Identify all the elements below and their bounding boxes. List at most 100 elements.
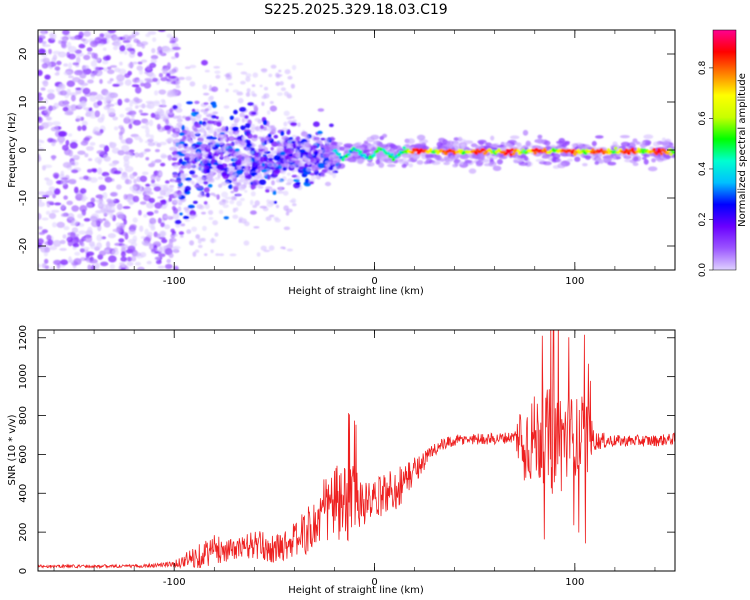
spectrogram-cell xyxy=(48,48,52,55)
spectrogram-cell xyxy=(198,191,203,198)
spectrogram-cell xyxy=(267,174,271,180)
spectrogram-cell xyxy=(68,133,73,137)
spectrogram-cell xyxy=(189,155,195,161)
spectrogram-cell xyxy=(485,142,492,146)
spectrogram-cell xyxy=(353,142,361,147)
spectrogram-cell xyxy=(287,75,293,80)
spectrogram-cell xyxy=(44,98,49,104)
spectrogram-cell xyxy=(652,141,660,147)
spectrogram-cell xyxy=(38,107,43,111)
spectrogram-cell xyxy=(148,197,155,204)
spectrogram-cell xyxy=(189,240,195,246)
spectrogram-cell xyxy=(172,46,181,51)
y-tick-label: 1000 xyxy=(18,364,29,389)
spectrogram-cell xyxy=(103,99,109,105)
spectrogram-cell xyxy=(228,130,234,136)
spectrogram-cell xyxy=(120,251,126,258)
spectrogram-cell xyxy=(317,162,325,169)
spectrogram-cell xyxy=(470,143,478,148)
spectrogram-cell xyxy=(41,217,49,221)
spectrogram-cell xyxy=(227,148,233,153)
spectrogram-cell xyxy=(43,164,53,169)
spectrogram-cell xyxy=(140,112,149,116)
spectrogram-cell xyxy=(149,73,156,79)
spectrogram-cell xyxy=(286,143,291,149)
spectrogram-cell xyxy=(184,66,191,70)
spectrogram-cell xyxy=(147,231,153,238)
spectrogram-cell xyxy=(137,51,143,57)
spectrogram-cell xyxy=(255,184,261,188)
spectrogram-cell xyxy=(89,177,98,183)
spectrogram-cell xyxy=(204,139,212,144)
spectrogram-cell xyxy=(102,55,111,61)
spectrogram-cell xyxy=(390,148,395,153)
spectrogram-cell xyxy=(240,125,246,131)
spectrogram-cell xyxy=(591,140,597,147)
y-tick-label: 1200 xyxy=(18,325,29,350)
x-tick-label: -100 xyxy=(163,276,186,287)
spectrogram-cell xyxy=(129,173,135,180)
spectrogram-cell xyxy=(194,152,201,157)
spectrogram-cell xyxy=(217,173,221,179)
spectrogram-cell xyxy=(276,177,281,181)
spectrogram-cell xyxy=(107,69,115,75)
spectrogram-cell xyxy=(130,113,135,118)
spectrogram-cell xyxy=(134,152,139,158)
spectrogram-cell xyxy=(561,142,568,148)
spectrogram-cell xyxy=(103,105,110,110)
spectrogram-cell xyxy=(250,111,257,115)
y-tick-label: 0 xyxy=(18,568,29,574)
spectrogram-cell xyxy=(168,185,175,188)
spectrogram-cell xyxy=(223,105,230,109)
spectrogram-cell xyxy=(160,199,167,205)
spectrogram-cell xyxy=(150,112,156,118)
spectrogram-cell xyxy=(524,156,529,161)
spectrogram-cell xyxy=(98,184,107,191)
spectrogram-cell xyxy=(160,231,166,237)
spectrogram-cell xyxy=(86,251,95,257)
spectrogram-cell xyxy=(176,117,183,123)
spectrogram-cell xyxy=(125,137,133,144)
spectrogram-cell xyxy=(236,62,244,66)
spectrogram-cell xyxy=(168,197,172,202)
spectrogram-cell xyxy=(353,153,360,158)
spectrogram-cell xyxy=(172,164,179,169)
spectrogram-cell xyxy=(123,159,130,166)
spectrogram-cell xyxy=(128,201,134,206)
spectrogram-cell xyxy=(229,199,235,205)
spectrogram-cell xyxy=(272,190,277,195)
spectrogram-cell xyxy=(304,142,311,148)
spectrogram-cell xyxy=(292,119,297,123)
spectrogram-cell xyxy=(373,140,380,145)
spectrogram-cell xyxy=(283,121,288,127)
spectrogram-cell xyxy=(201,59,208,66)
spectrogram-cell xyxy=(63,63,69,67)
spectrogram-cell xyxy=(99,79,103,84)
spectrogram-cell xyxy=(207,183,213,188)
spectrogram-cell xyxy=(124,179,132,185)
spectrogram-cell xyxy=(223,158,229,162)
spectrogram-cell xyxy=(275,72,280,78)
spectrogram-cell xyxy=(233,155,237,161)
spectrogram-cell xyxy=(328,144,338,148)
spectrogram-cell xyxy=(202,225,207,231)
spectrogram-cell xyxy=(401,163,407,168)
spectrogram-cell xyxy=(270,125,276,130)
spectrogram-cell xyxy=(413,143,424,149)
spectrogram-cell xyxy=(178,153,186,157)
spectrogram-cell xyxy=(239,178,245,183)
spectrogram-cell xyxy=(83,137,91,142)
spectrogram-cell xyxy=(141,59,148,63)
spectrogram-cell xyxy=(319,159,324,164)
spectrogram-cell xyxy=(195,234,200,240)
spectrogram-cell xyxy=(54,202,62,206)
spectrogram-cell xyxy=(108,163,117,167)
spectrogram-cell xyxy=(77,125,82,131)
spectrogram-cell xyxy=(166,128,171,135)
spectrogram-cell xyxy=(138,109,143,114)
spectrogram-cell xyxy=(187,204,195,209)
spectrogram-cell xyxy=(160,154,170,158)
spectrogram-cell xyxy=(306,167,313,172)
spectrogram-cell xyxy=(116,184,122,190)
spectrogram-cell xyxy=(251,90,255,97)
